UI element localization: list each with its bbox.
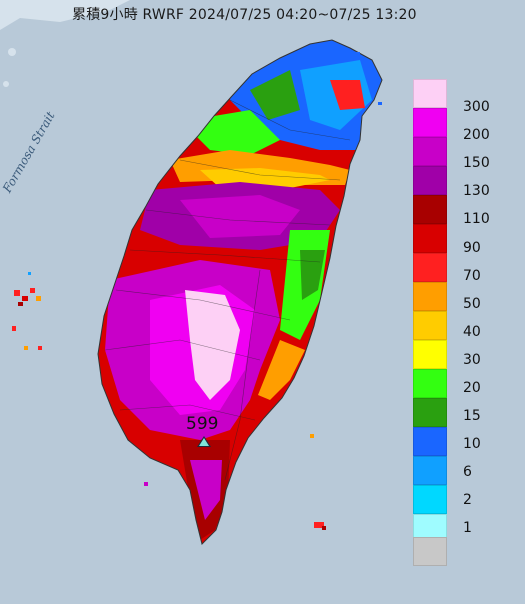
peak-value-label: 599 (186, 414, 219, 434)
offshore-echoes (12, 52, 382, 530)
legend-label: 15 (463, 408, 481, 424)
legend-label: 110 (463, 211, 490, 227)
island-dot (8, 48, 16, 56)
legend-swatch (413, 456, 447, 485)
peak-marker-icon (197, 436, 211, 447)
legend-label: 90 (463, 240, 481, 256)
legend-swatch (413, 311, 447, 340)
legend-swatch (413, 427, 447, 456)
legend-swatch (413, 224, 447, 253)
legend-swatch (413, 108, 447, 137)
legend-label: 130 (463, 183, 490, 199)
legend-label: 70 (463, 268, 481, 284)
legend-swatch (413, 537, 447, 566)
legend-swatch (413, 282, 447, 311)
legend-swatch (413, 369, 447, 398)
legend-label: 40 (463, 324, 481, 340)
legend-label: 200 (463, 127, 490, 143)
legend-label: 20 (463, 380, 481, 396)
color-legend: 300 200 150 130 110 90 70 50 40 30 20 15… (413, 79, 521, 571)
legend-label: 150 (463, 155, 490, 171)
legend-swatch (413, 340, 447, 369)
island-dot (3, 81, 9, 87)
legend-swatch (413, 485, 447, 514)
taiwan-outline (97, 39, 383, 545)
legend-label: 6 (463, 464, 472, 480)
county-boundaries (104, 99, 351, 481)
legend-label: 30 (463, 352, 481, 368)
legend-swatch (413, 398, 447, 427)
map-title: 累積9小時 RWRF 2024/07/25 04:20~07/25 13:20 (72, 7, 417, 23)
legend-label: 1 (463, 520, 472, 536)
mainland-coast (0, 0, 130, 30)
legend-swatch (413, 79, 447, 108)
legend-label: 300 (463, 99, 490, 115)
legend-swatch (413, 137, 447, 166)
legend-label: 50 (463, 296, 481, 312)
legend-swatch (413, 253, 447, 282)
legend-swatch (413, 166, 447, 195)
legend-swatch (413, 195, 447, 224)
legend-label: 10 (463, 436, 481, 452)
legend-label: 2 (463, 492, 472, 508)
